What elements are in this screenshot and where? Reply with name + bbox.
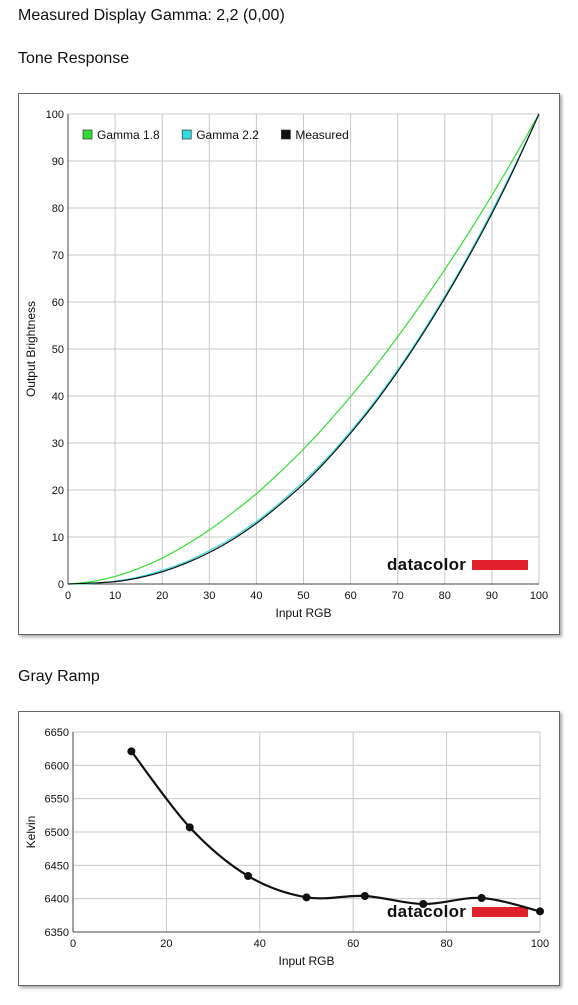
y-tick-label: 6400 xyxy=(45,894,69,906)
x-axis-label: Input RGB xyxy=(278,954,334,968)
y-tick-label: 70 xyxy=(52,250,64,262)
datacolor-logo-bar xyxy=(472,560,528,570)
x-tick-label: 60 xyxy=(347,938,359,950)
data-point xyxy=(360,892,369,900)
x-tick-label: 100 xyxy=(531,938,549,950)
series-line-measured xyxy=(67,113,540,585)
y-tick-label: 6650 xyxy=(45,727,69,739)
x-tick-label: 20 xyxy=(156,590,168,602)
legend-swatch xyxy=(181,129,192,140)
series-line-gamma-2-2 xyxy=(67,113,540,585)
y-tick-label: 6600 xyxy=(45,760,69,772)
x-tick-label: 0 xyxy=(70,938,76,950)
y-tick-label: 100 xyxy=(46,109,64,121)
x-tick-label: 0 xyxy=(65,590,71,602)
y-tick-label: 10 xyxy=(52,532,64,544)
data-point xyxy=(244,872,253,880)
x-axis-label: Input RGB xyxy=(275,606,331,620)
page-title: Measured Display Gamma: 2,2 (0,00) xyxy=(18,7,285,24)
x-tick-label: 40 xyxy=(250,590,262,602)
legend-swatch xyxy=(82,129,93,140)
datacolor-logo-bar xyxy=(472,907,528,917)
legend-label: Gamma 1.8 xyxy=(97,128,160,142)
x-tick-label: 10 xyxy=(109,590,121,602)
x-tick-label: 70 xyxy=(392,590,404,602)
y-tick-label: 0 xyxy=(58,579,64,591)
y-tick-label: 6350 xyxy=(45,927,69,939)
x-tick-label: 90 xyxy=(486,590,498,602)
datacolor-logo-text: datacolor xyxy=(387,555,466,574)
gray-ramp-panel: 0 20 40 60 80 100 6350 6400 6450 6500 6550 6600 6650… xyxy=(18,711,560,986)
data-point xyxy=(185,823,194,832)
y-tick-label: 6500 xyxy=(45,827,69,839)
x-tick-label: 20 xyxy=(160,938,172,950)
x-tick-label: 30 xyxy=(203,590,215,602)
data-point xyxy=(536,907,544,916)
series-line-kelvin xyxy=(130,750,541,913)
tone-response-chart: 0 10 20 30 40 50 60 70 80 90 100 0 10 20 30 40 50 60 70 80 9… xyxy=(24,109,548,620)
data-point xyxy=(477,894,486,902)
tone-response-panel: 0 10 20 30 40 50 60 70 80 90 100 0 10 20 30 40 50 60 70 80 9… xyxy=(18,93,560,635)
x-tick-label: 60 xyxy=(344,590,356,602)
y-axis-label: Output Brightness xyxy=(24,301,38,397)
y-axis-label: Kelvin xyxy=(24,816,38,849)
legend-swatch xyxy=(281,129,291,140)
y-tick-label: 6550 xyxy=(45,794,69,806)
tone-response-title: Tone Response xyxy=(18,50,130,67)
x-tick-label: 50 xyxy=(297,590,309,602)
datacolor-logo-text: datacolor xyxy=(387,902,466,921)
x-tick-label: 40 xyxy=(254,938,266,950)
legend-label: Gamma 2.2 xyxy=(196,128,259,142)
gray-ramp-title: Gray Ramp xyxy=(18,668,100,685)
y-tick-label: 20 xyxy=(52,485,64,497)
y-tick-label: 50 xyxy=(52,344,64,356)
data-point xyxy=(127,747,136,756)
y-tick-label: 30 xyxy=(52,438,64,450)
gray-ramp-chart: 0 20 40 60 80 100 6350 6400 6450 6500 6550 6600 6650… xyxy=(24,727,549,968)
legend-label: Measured xyxy=(295,128,348,142)
x-tick-label: 80 xyxy=(439,590,451,602)
y-tick-label: 60 xyxy=(52,297,64,309)
y-tick-label: 6450 xyxy=(45,860,69,872)
data-point xyxy=(419,900,428,908)
series-line-gamma-1-8 xyxy=(67,113,540,585)
x-tick-label: 80 xyxy=(440,938,452,950)
x-tick-label: 100 xyxy=(530,590,548,602)
data-point xyxy=(302,893,311,902)
y-tick-label: 80 xyxy=(52,203,64,215)
y-tick-label: 40 xyxy=(52,391,64,403)
y-tick-label: 90 xyxy=(52,156,64,168)
